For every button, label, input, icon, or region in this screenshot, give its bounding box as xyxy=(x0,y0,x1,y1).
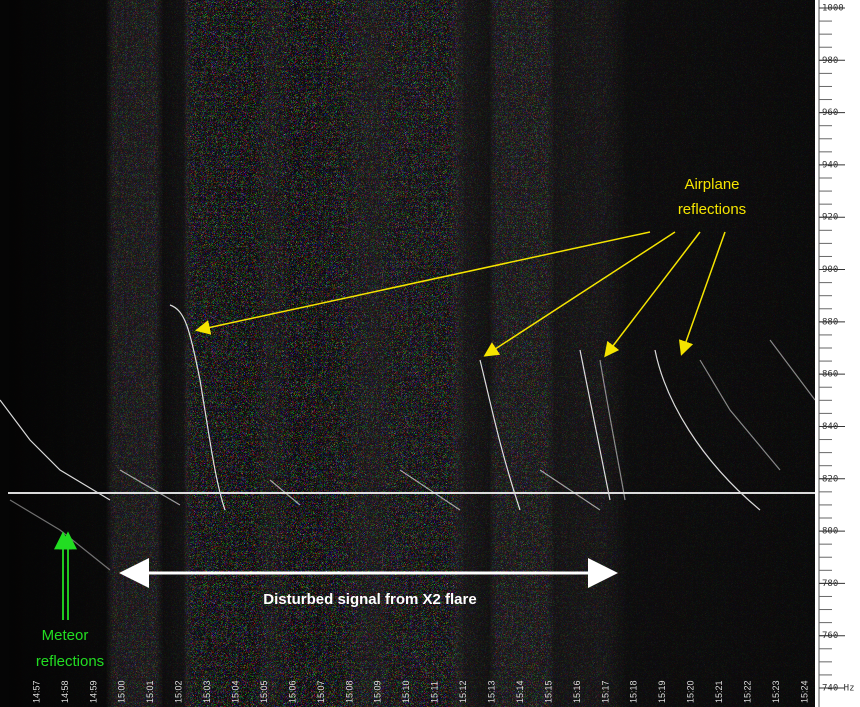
time-label: 15:19 xyxy=(657,680,667,703)
time-label: 15:11 xyxy=(430,681,440,703)
time-label: 15:02 xyxy=(174,680,184,703)
time-label: 14:57 xyxy=(31,680,41,703)
time-label: 15:07 xyxy=(316,680,326,703)
frequency-label: 840 xyxy=(822,422,838,432)
frequency-label: 760 xyxy=(822,631,838,641)
frequency-label: 920 xyxy=(822,213,838,223)
time-label: 15:00 xyxy=(117,680,127,703)
time-label: 15:23 xyxy=(771,680,781,703)
time-label: 15:05 xyxy=(259,680,269,703)
frequency-label: 940 xyxy=(822,160,838,170)
frequency-label: 800 xyxy=(822,527,838,537)
airplane-label: Airplane xyxy=(684,176,739,193)
time-label: 15:06 xyxy=(287,680,297,703)
time-label: 15:04 xyxy=(230,680,240,703)
meteor-label: Meteor xyxy=(42,627,89,644)
time-label: 15:09 xyxy=(373,680,383,703)
time-label: 15:21 xyxy=(714,680,724,703)
frequency-label: 780 xyxy=(822,579,838,589)
time-label: 15:13 xyxy=(486,680,496,703)
time-label: 15:17 xyxy=(600,680,610,703)
time-label: 15:22 xyxy=(742,680,752,703)
frequency-label: 880 xyxy=(822,317,838,327)
time-label: 15:18 xyxy=(629,680,639,703)
time-label: 15:03 xyxy=(202,680,212,703)
frequency-label: 960 xyxy=(822,108,838,118)
time-label: 15:12 xyxy=(458,680,468,703)
time-label: 15:10 xyxy=(401,680,411,703)
frequency-label: 900 xyxy=(822,265,838,275)
flare-label: Disturbed signal from X2 flare xyxy=(263,591,476,608)
frequency-label: 740 Hz xyxy=(822,684,855,694)
time-label: 15:24 xyxy=(799,680,809,703)
time-label: 15:01 xyxy=(145,680,155,703)
spectrogram-screenshot: 1000 980 960 940 920 900 880 860 840 820 800 780 760… xyxy=(0,0,860,707)
time-label: 14:58 xyxy=(60,680,70,703)
time-label: 15:08 xyxy=(344,680,354,703)
time-label: 15:20 xyxy=(686,680,696,703)
time-label: 14:59 xyxy=(88,680,98,703)
axis-panel xyxy=(815,0,860,707)
frequency-label: 860 xyxy=(822,370,838,380)
frequency-label: 1000 xyxy=(822,4,844,14)
frequency-label: 980 xyxy=(822,56,838,66)
airplane-label: reflections xyxy=(678,201,746,218)
meteor-label: reflections xyxy=(36,653,104,670)
time-label: 15:16 xyxy=(572,680,582,703)
frequency-label: 820 xyxy=(822,474,838,484)
time-label: 15:15 xyxy=(543,680,553,703)
time-label: 15:14 xyxy=(515,680,525,703)
